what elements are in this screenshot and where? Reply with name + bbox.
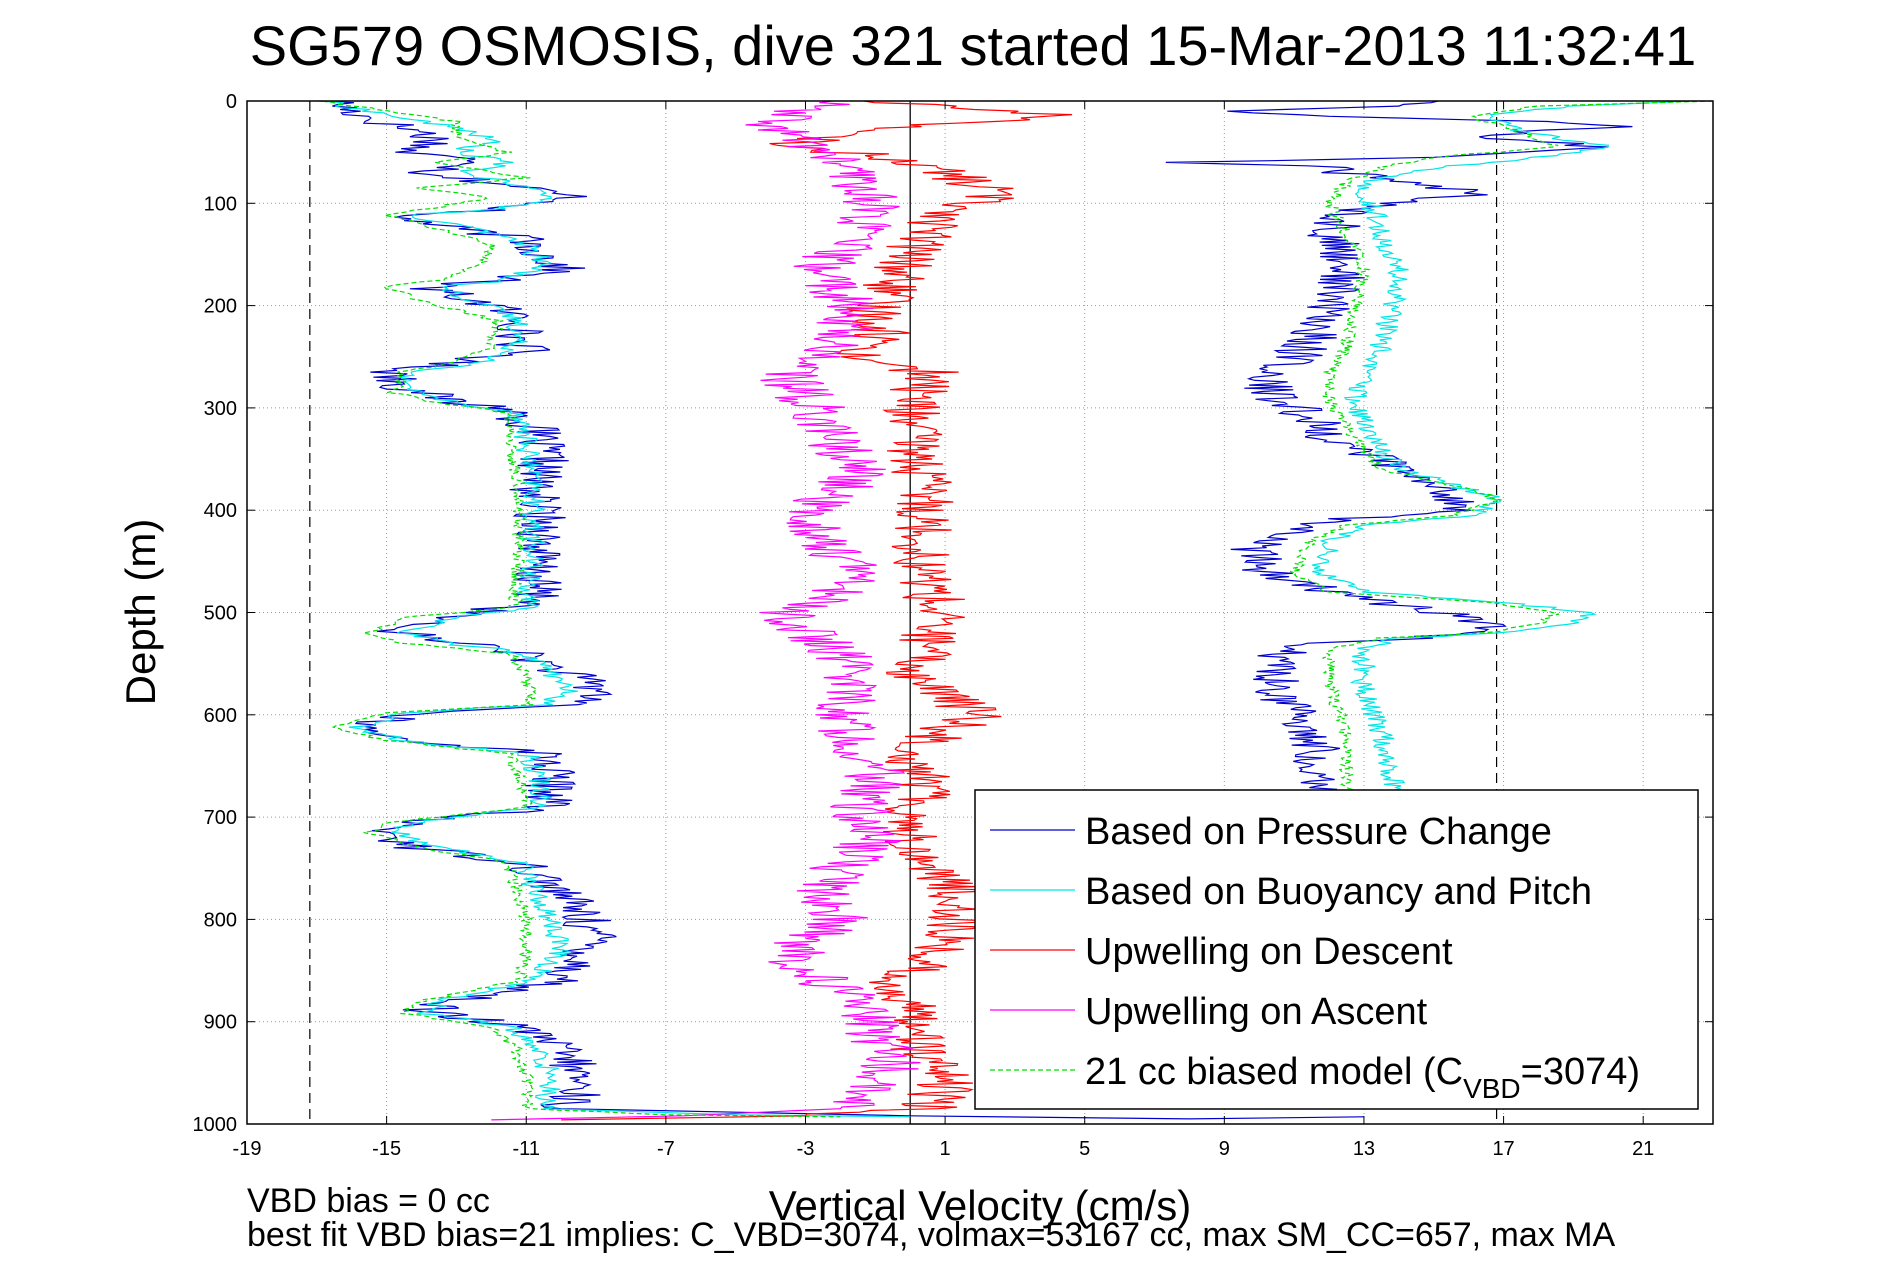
- series-21-cc-biased-model-cvbd-3074: [322, 100, 1714, 1118]
- series-based-on-buoyancy-and-pitch: [318, 100, 1691, 1118]
- legend-entry-label: Based on Pressure Change: [1085, 811, 1552, 853]
- legend-box: [974, 789, 1699, 1110]
- x-tick-label: 13: [1353, 1138, 1375, 1160]
- y-tick-label: 600: [204, 705, 237, 727]
- x-tick-label: -11: [513, 1138, 540, 1160]
- y-tick-label: 0: [226, 91, 237, 113]
- x-tick-label: 21: [1632, 1138, 1654, 1160]
- series-line: [1289, 100, 1714, 808]
- x-tick-label: 9: [1219, 1138, 1230, 1160]
- footer-vbd-bias: VBD bias = 0 cc: [247, 1182, 490, 1220]
- series-group: [318, 100, 1714, 1121]
- series-line: [491, 100, 921, 1121]
- y-tick-label: 400: [204, 500, 237, 522]
- legend-entry-label: Upwelling on Descent: [1085, 931, 1453, 973]
- legend-entry-label: Based on Buoyancy and Pitch: [1085, 871, 1592, 913]
- legend-entry-label: Upwelling on Ascent: [1085, 991, 1428, 1033]
- x-tick-label: 17: [1492, 1138, 1514, 1160]
- x-axis-label: Vertical Velocity (cm/s): [769, 1182, 1191, 1229]
- series-line: [318, 100, 911, 1118]
- y-tick-label: 700: [204, 807, 237, 829]
- series-upwelling-on-descent: [561, 100, 1073, 1121]
- series-line: [1311, 100, 1691, 808]
- y-tick-label: 100: [204, 193, 237, 215]
- legend-entry-label: 21 cc biased model (CVBD=3074): [1085, 1051, 1640, 1104]
- y-tick-label: 500: [204, 603, 237, 625]
- series-upwelling-on-ascent: [491, 100, 921, 1121]
- x-tick-label: -7: [657, 1138, 675, 1160]
- y-tick-label: 1000: [193, 1114, 238, 1136]
- x-tick-label: -15: [372, 1138, 401, 1160]
- y-axis-label: Depth (m): [117, 519, 164, 706]
- series-line: [322, 100, 841, 1118]
- series-line: [561, 100, 1073, 1121]
- y-tick-label: 800: [204, 909, 237, 931]
- y-tick-label: 900: [204, 1012, 237, 1034]
- x-ticks: -19 -15 -11 -7 -3 1 5 9 13 17 21: [233, 101, 1654, 1160]
- y-tick-label: 200: [204, 296, 237, 318]
- x-tick-label: 5: [1079, 1138, 1090, 1160]
- x-tick-label: 1: [940, 1138, 951, 1160]
- x-tick-label: -3: [797, 1138, 815, 1160]
- chart-title: SG579 OSMOSIS, dive 321 started 15-Mar-2…: [250, 14, 1696, 77]
- footer-best-fit: best fit VBD bias=21 implies: C_VBD=3074…: [247, 1216, 1616, 1254]
- series-line: [1165, 100, 1633, 818]
- y-ticks: 0 100 200 300 400 500 600 700 800 900 1000: [193, 91, 1713, 1136]
- x-tick-label: -19: [233, 1138, 262, 1160]
- legend: Based on Pressure Change Based on Buoyanc…: [974, 789, 1699, 1110]
- y-tick-label: 300: [204, 398, 237, 420]
